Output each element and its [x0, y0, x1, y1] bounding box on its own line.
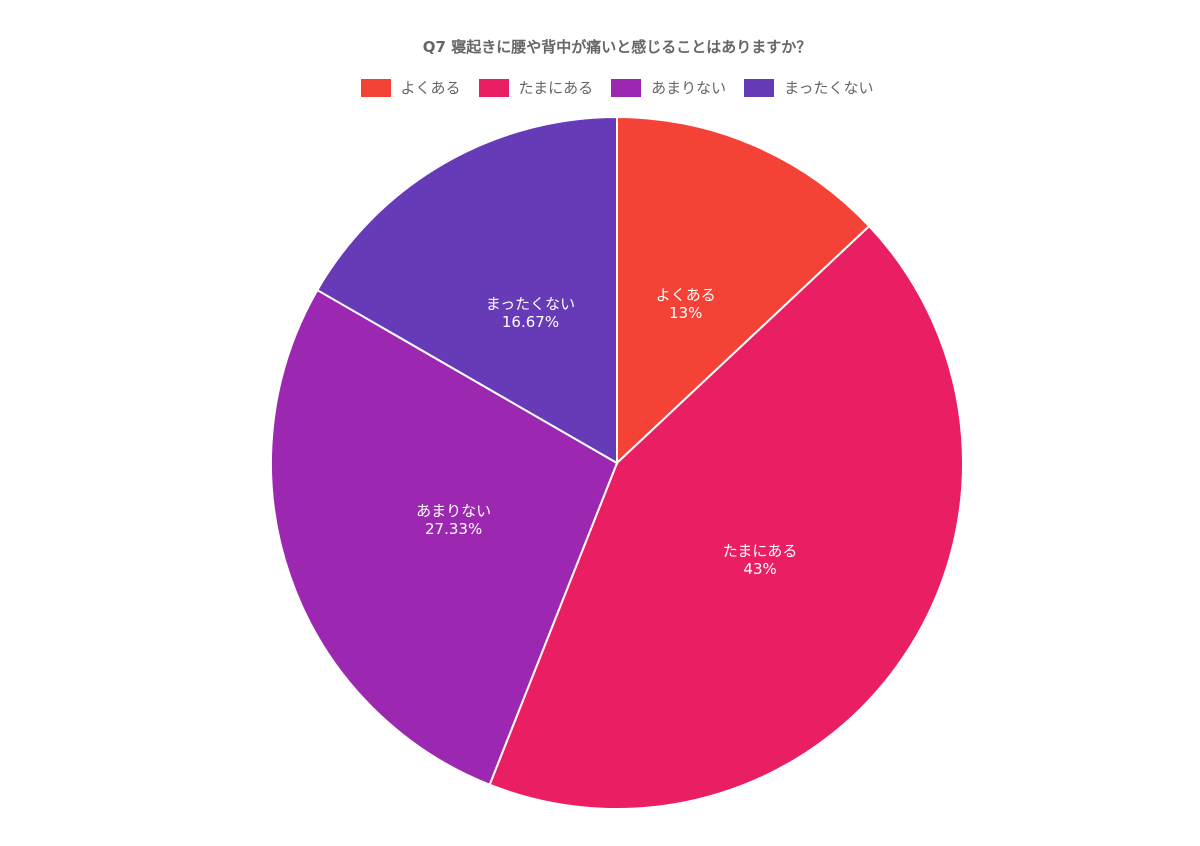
- legend-swatch-never: [744, 78, 775, 97]
- slice-label-never: まったくない 16.67%: [486, 295, 575, 331]
- legend-swatch-sometimes: [478, 78, 509, 97]
- legend-swatch-rarely: [611, 78, 642, 97]
- slice-label-often: よくある 13%: [656, 286, 716, 322]
- pie-slice-sometimes[interactable]: [488, 224, 964, 810]
- legend-label: よくある: [400, 79, 461, 97]
- pie-slices: [270, 115, 964, 810]
- legend-item-rarely[interactable]: あまりない: [611, 77, 726, 98]
- chart-title: Q7 寝起きに腰や背中が痛いと感じることはありますか？: [422, 38, 812, 56]
- pie-labels: よくある 13% たまにある 43% あまりない 27.33% まったくない 16.67%: [416, 286, 797, 578]
- slice-label-sometimes: たまにある 43%: [723, 542, 798, 578]
- legend-label: まったくない: [784, 79, 874, 97]
- legend-label: たまにある: [518, 79, 594, 97]
- legend-item-never[interactable]: まったくない: [744, 77, 874, 98]
- legend-swatch-often: [360, 78, 391, 97]
- legend-label: あまりない: [651, 79, 727, 97]
- pie-slice-often[interactable]: [616, 115, 871, 466]
- legend-item-sometimes[interactable]: たまにある: [478, 77, 594, 98]
- slice-label-rarely: あまりない 27.33%: [416, 502, 491, 538]
- legend: よくある たまにある あまりない まったくない: [0, 77, 1200, 98]
- pie-slice-never[interactable]: [315, 115, 618, 465]
- legend-item-often[interactable]: よくある: [360, 77, 461, 98]
